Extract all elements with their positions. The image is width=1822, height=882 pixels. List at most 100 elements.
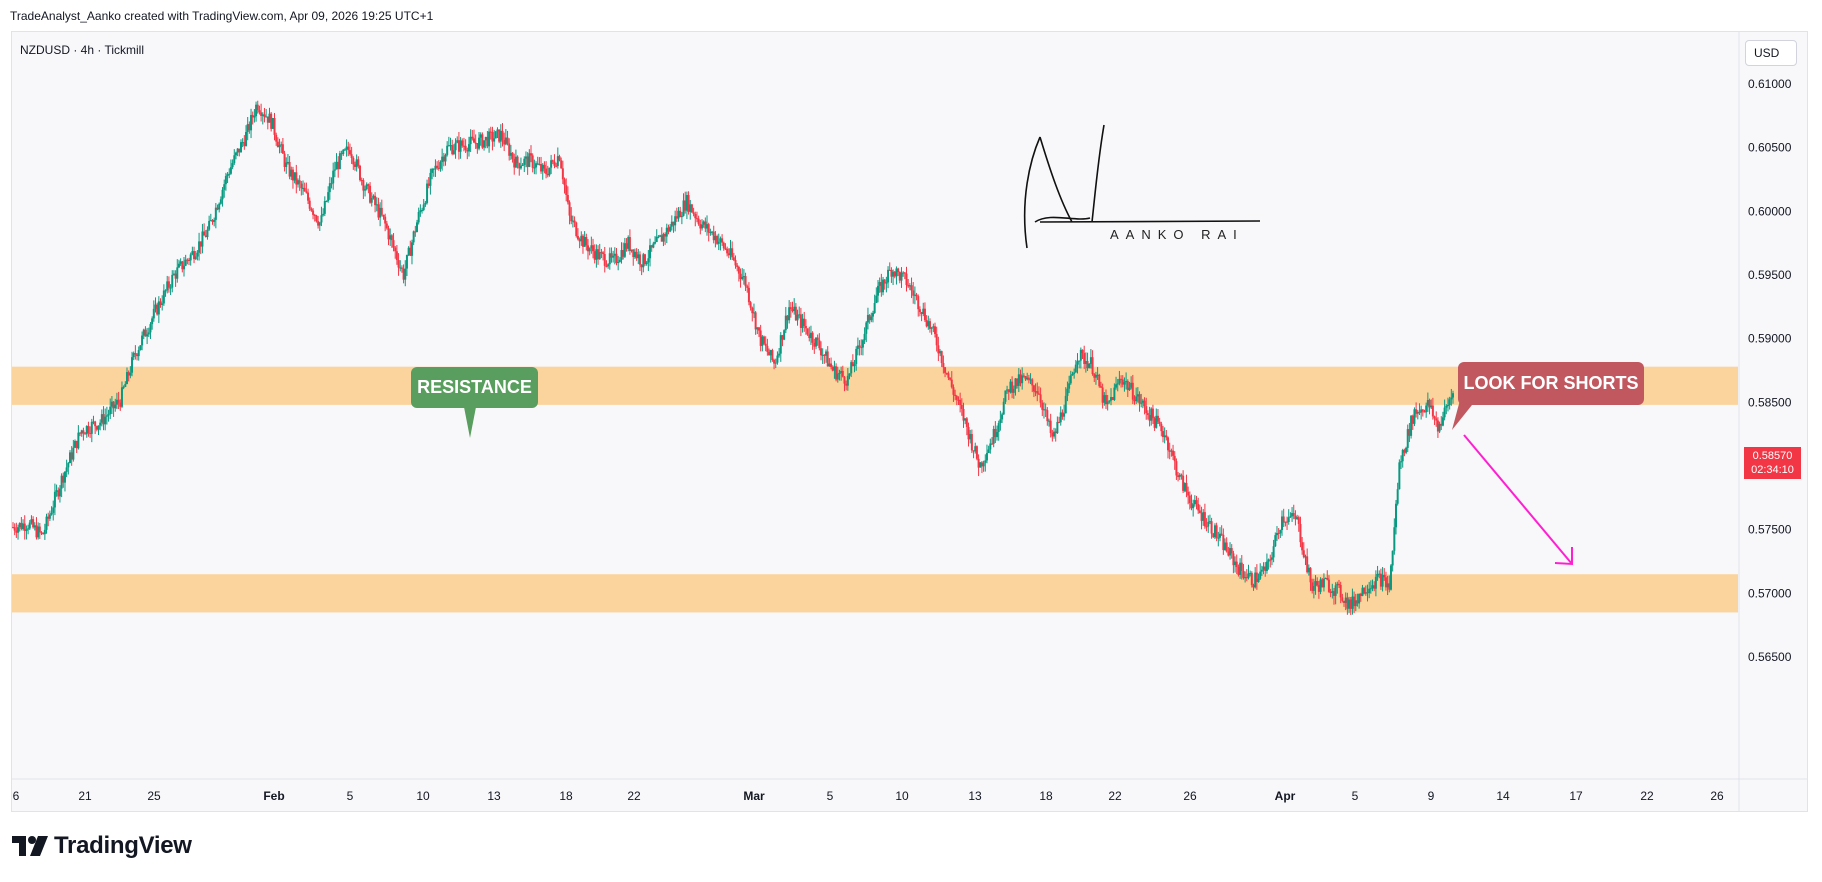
candle bbox=[209, 213, 212, 222]
candle bbox=[372, 194, 375, 200]
candle bbox=[1141, 398, 1144, 409]
candle bbox=[1431, 397, 1434, 420]
candle-body bbox=[838, 372, 841, 374]
candle bbox=[434, 159, 437, 177]
candle bbox=[1406, 424, 1409, 453]
time-tick-label: 17 bbox=[1569, 789, 1583, 803]
candle-body bbox=[85, 425, 88, 435]
candle bbox=[1405, 446, 1408, 455]
price-tick-label: 0.56500 bbox=[1748, 650, 1792, 664]
candle-body bbox=[204, 235, 207, 237]
candle bbox=[846, 367, 849, 391]
candle bbox=[1088, 362, 1091, 369]
candle bbox=[509, 144, 512, 160]
candle bbox=[838, 369, 841, 381]
candle bbox=[814, 337, 817, 350]
candle bbox=[1032, 384, 1035, 398]
candle bbox=[451, 139, 454, 156]
candle-body bbox=[967, 426, 970, 440]
candle bbox=[333, 161, 336, 178]
candle-body bbox=[261, 114, 264, 116]
candle-body bbox=[645, 262, 648, 265]
candle bbox=[80, 429, 83, 437]
candle bbox=[1234, 556, 1237, 573]
look-for-shorts-label[interactable]: LOOK FOR SHORTS bbox=[1458, 362, 1644, 405]
price-axis[interactable]: 0.610000.605000.600000.595000.590000.585… bbox=[1748, 77, 1792, 664]
candle-body bbox=[503, 139, 506, 145]
time-tick-label: 22 bbox=[1640, 789, 1654, 803]
candle bbox=[1212, 532, 1215, 538]
candle-body bbox=[107, 414, 110, 416]
candle bbox=[590, 236, 593, 254]
candle-body bbox=[932, 326, 935, 328]
candle-body bbox=[159, 301, 162, 305]
candle-body bbox=[471, 136, 474, 139]
tradingview-logo[interactable]: TradingView bbox=[12, 832, 192, 860]
candle-body bbox=[654, 242, 657, 244]
time-tick-label: 22 bbox=[627, 789, 641, 803]
candle bbox=[603, 246, 606, 273]
candle-body bbox=[469, 136, 472, 145]
resistance-label[interactable]: RESISTANCE bbox=[411, 367, 538, 408]
candle bbox=[431, 167, 434, 180]
candle bbox=[1024, 375, 1027, 381]
candle-body bbox=[251, 114, 254, 118]
candle bbox=[45, 513, 48, 534]
candle-body bbox=[400, 267, 403, 269]
candle bbox=[908, 283, 911, 291]
candle-body bbox=[1302, 550, 1305, 558]
candle-body bbox=[1146, 413, 1149, 415]
candle bbox=[1260, 565, 1263, 576]
candle-body bbox=[246, 124, 249, 133]
candle bbox=[638, 251, 641, 272]
candle-body bbox=[57, 490, 60, 497]
candlestick-series[interactable] bbox=[12, 100, 1454, 615]
candle bbox=[1408, 422, 1411, 443]
candle-body bbox=[1257, 578, 1260, 582]
candle bbox=[989, 438, 992, 454]
candle bbox=[1183, 482, 1186, 493]
candle-body bbox=[42, 533, 45, 535]
candle-body bbox=[786, 315, 789, 321]
candle-body bbox=[1423, 411, 1426, 413]
candle-body bbox=[1307, 567, 1310, 573]
time-axis[interactable]: 6 21 25 Feb 5 10 13 18 22 Mar 5 10 13 18 22 26 Apr 5 9 14 17… bbox=[13, 789, 1724, 803]
candle-body bbox=[1321, 579, 1324, 588]
currency-button[interactable]: USD bbox=[1745, 40, 1797, 66]
candle-body bbox=[370, 197, 373, 203]
candle-body bbox=[22, 523, 25, 529]
symbol-info[interactable]: NZDUSD · 4h · Tickmill bbox=[20, 43, 145, 57]
candle-body bbox=[461, 140, 464, 146]
candle bbox=[288, 155, 291, 180]
candle bbox=[412, 230, 415, 246]
candle-body bbox=[846, 375, 849, 386]
candle bbox=[1438, 421, 1441, 434]
candle-body bbox=[1006, 389, 1009, 391]
candle bbox=[1418, 403, 1421, 416]
candle bbox=[702, 220, 705, 228]
candle-body bbox=[905, 273, 908, 286]
candle-body bbox=[535, 163, 538, 168]
candle bbox=[146, 327, 149, 345]
candle-body bbox=[1138, 394, 1141, 404]
candle-body bbox=[1301, 542, 1304, 551]
candle-body bbox=[1277, 532, 1280, 534]
candle-body bbox=[1311, 582, 1314, 591]
candle bbox=[313, 213, 316, 222]
candle-body bbox=[652, 243, 655, 248]
candle-body bbox=[541, 164, 544, 172]
candle-body bbox=[481, 134, 484, 148]
candle bbox=[318, 221, 321, 231]
candle bbox=[818, 333, 821, 351]
candle-body bbox=[670, 221, 673, 227]
candle-body bbox=[835, 366, 838, 380]
candle-body bbox=[1049, 420, 1052, 434]
candle-body bbox=[109, 406, 112, 415]
candle-body bbox=[360, 180, 363, 182]
candle-body bbox=[934, 326, 937, 335]
candle-body bbox=[1094, 374, 1097, 378]
chart-area[interactable] bbox=[11, 31, 1808, 812]
candle bbox=[860, 339, 863, 356]
candle bbox=[496, 127, 499, 139]
